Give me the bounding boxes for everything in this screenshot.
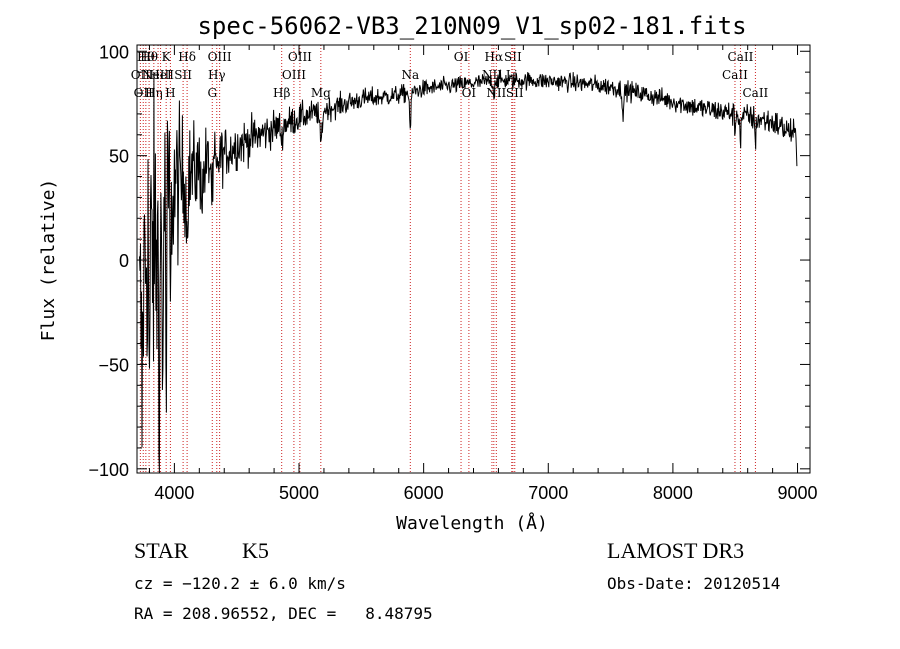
y-tick-label: 0 [119,251,129,271]
survey-name: LAMOST DR3 [607,538,745,563]
line-marker-label: Hδ [178,50,196,64]
line-marker-label: H [165,86,175,100]
object-class: STAR [134,538,189,563]
chart-title: spec-56062-VB3_210N09_V1_sp02-181.fits [197,12,746,40]
x-tick-label: 8000 [653,483,693,503]
emission-line-markers: OIIOIIHθHθHηNeIIIHeIKHSIIHδGHγOIIIHβOIII… [131,45,769,473]
x-tick-label: 7000 [528,483,568,503]
line-marker-label: CaII [722,68,748,82]
line-marker-label: OIII [282,68,306,82]
x-tick-label: 5000 [279,483,319,503]
line-marker-label: Hα [485,50,504,64]
line-marker-label: OIII [288,50,312,64]
line-marker-label: K [162,50,172,64]
line-marker-label: SII [504,50,522,64]
line-marker-label: Na [401,68,419,82]
observation-date: Obs-Date: 20120514 [607,574,781,593]
line-marker-label: Hγ [208,68,226,82]
y-tick-label: −50 [98,355,129,375]
line-marker-label: SII [506,86,524,100]
line-marker-label: Hθ [140,50,158,64]
axis-ticks: 4000 5000 6000 7000 8000 9000 −100 −50 0 50 100 [88,42,817,503]
x-tick-label: 9000 [778,483,818,503]
line-marker-label: OI [454,50,469,64]
line-marker-label: OI [462,86,477,100]
y-axis-label: Flux (relative) [38,179,59,342]
y-tick-label: 100 [99,42,129,62]
plot-frame [136,44,811,474]
y-tick-label: −100 [88,460,129,480]
line-marker-label: SII [174,68,192,82]
x-tick-label: 6000 [404,483,444,503]
line-marker-label: G [207,86,217,100]
x-axis-label: Wavelength (Å) [396,512,548,534]
line-marker-label: Hβ [273,86,290,100]
line-marker-label: Mg [311,86,331,100]
coordinates-readout: RA = 208.96552, DEC = 8.48795 [134,604,433,623]
line-marker-label: OIII [208,50,232,64]
y-tick-label: 50 [109,147,129,167]
line-marker-label: HeI [149,68,172,82]
line-marker-label: OII [134,86,154,100]
spectrum-series [139,69,798,474]
object-subclass: K5 [242,538,269,563]
line-marker-label: NII [486,86,506,100]
x-tick-label: 4000 [154,483,194,503]
line-marker-label: Hθ [137,50,155,64]
line-marker-label: CaII [728,50,754,64]
redshift-readout: cz = −120.2 ± 6.0 km/s [134,574,346,593]
line-marker-label: CaII [742,86,768,100]
